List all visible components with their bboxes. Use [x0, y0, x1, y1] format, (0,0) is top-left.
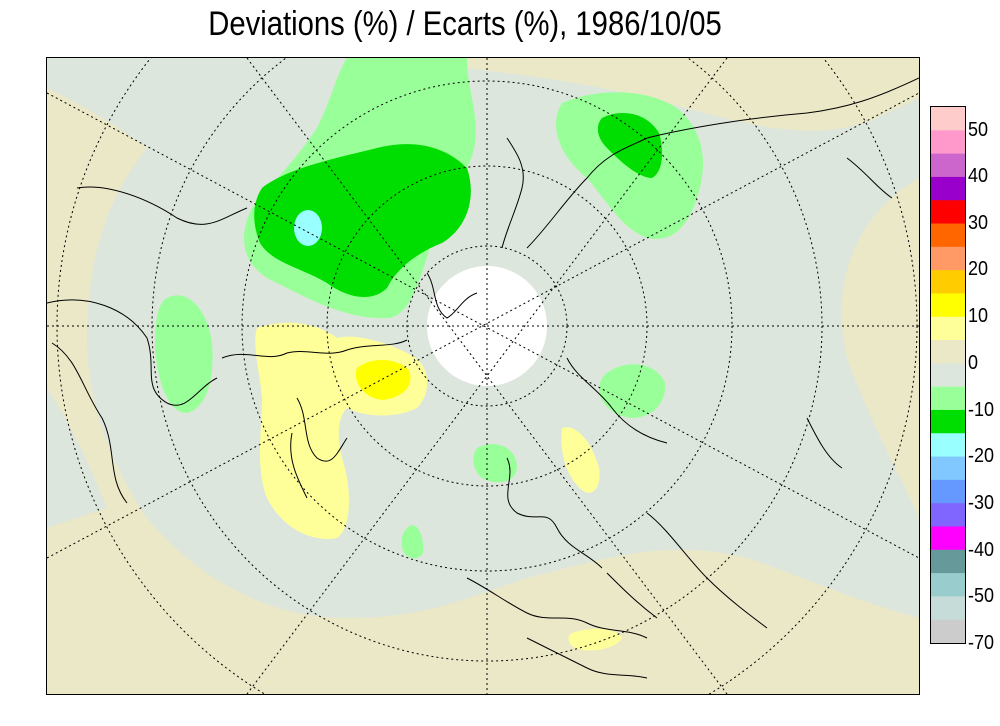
legend-swatch	[931, 293, 965, 318]
map-area	[46, 57, 920, 695]
legend-label: 50	[968, 119, 989, 141]
legend-swatch	[931, 526, 965, 551]
legend-label: 0	[968, 352, 979, 374]
legend-label: -20	[968, 445, 995, 467]
legend-swatch	[931, 200, 965, 225]
polar-map	[47, 58, 919, 694]
legend-swatch	[931, 433, 965, 458]
legend-label: -40	[968, 539, 995, 561]
legend-swatches	[931, 107, 965, 644]
legend-swatch	[931, 386, 965, 411]
legend-label: 30	[968, 212, 989, 234]
legend-swatch	[931, 619, 965, 644]
legend-swatch	[931, 153, 965, 178]
yellow-spot	[355, 359, 411, 400]
legend-label: 20	[968, 258, 989, 280]
legend-swatch	[931, 363, 965, 388]
legend-swatch	[931, 479, 965, 504]
legend-swatch	[931, 409, 965, 434]
legend-label: 40	[968, 165, 989, 187]
legend-swatch	[931, 246, 965, 271]
legend-swatch	[931, 340, 965, 364]
legend-label: 10	[968, 305, 989, 327]
coastlines	[47, 77, 919, 679]
legend-swatch	[931, 503, 965, 527]
legend-label: -30	[968, 492, 995, 514]
legend-swatch	[931, 223, 965, 248]
legend-label: -50	[968, 585, 995, 607]
legend-swatch	[931, 107, 965, 131]
legend-swatch	[931, 176, 965, 201]
legend-label: -10	[968, 399, 995, 421]
color-legend	[930, 106, 966, 644]
legend-swatch	[931, 316, 965, 341]
cyan-spot	[294, 210, 322, 246]
legend-swatch	[931, 270, 965, 294]
legend-label: -70	[968, 632, 995, 654]
legend-swatch	[931, 456, 965, 481]
legend-swatch	[931, 573, 965, 597]
legend-swatch	[931, 596, 965, 621]
legend-swatch	[931, 130, 965, 155]
map-title: Deviations (%) / Ecarts (%), 1986/10/05	[208, 5, 722, 43]
graticule	[47, 58, 919, 694]
legend-swatch	[931, 549, 965, 574]
